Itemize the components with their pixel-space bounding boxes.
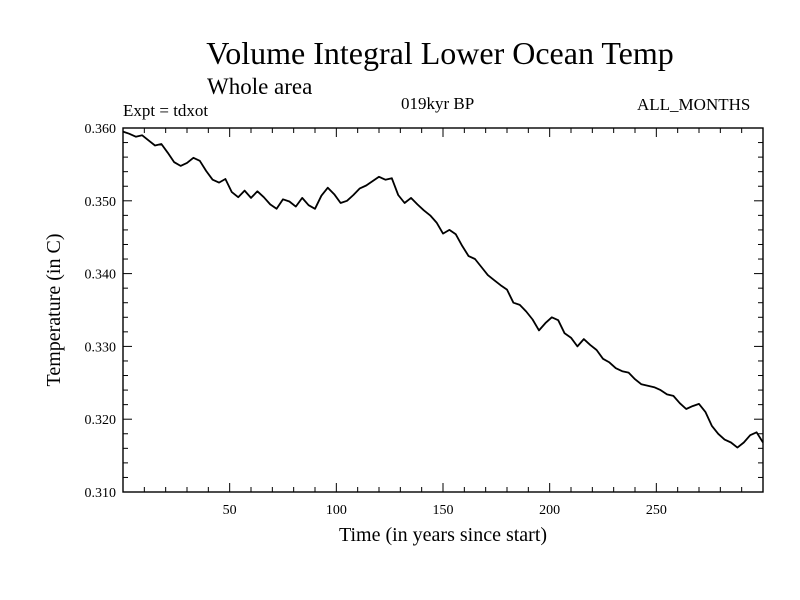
tick-labels: 50 100 150 200 250 0.310 0.320 0.330 0.340 0.350 0… xyxy=(85,122,667,518)
experiment-label: Expt = tdxot xyxy=(123,101,209,120)
y-tick-label: 0.330 xyxy=(85,340,117,355)
y-tick-label: 0.360 xyxy=(85,122,117,137)
x-tick-label: 200 xyxy=(539,503,560,518)
y-axis-label: Temperature (in C) xyxy=(43,234,65,387)
chart-title: Volume Integral Lower Ocean Temp xyxy=(206,35,674,71)
months-label: ALL_MONTHS xyxy=(637,95,751,114)
axis-ticks xyxy=(123,128,763,492)
y-tick-label: 0.350 xyxy=(85,195,117,210)
x-axis-label: Time (in years since start) xyxy=(339,524,547,546)
period-label: 019kyr BP xyxy=(401,94,475,113)
y-tick-label: 0.320 xyxy=(85,413,117,428)
y-tick-label: 0.340 xyxy=(85,268,117,283)
y-tick-label: 0.310 xyxy=(85,486,117,501)
x-tick-label: 250 xyxy=(646,503,667,518)
plot-frame xyxy=(122,127,764,493)
x-tick-label: 100 xyxy=(326,503,347,518)
chart-subtitle: Whole area xyxy=(207,74,313,99)
temperature-series-line xyxy=(122,130,764,449)
x-tick-label: 150 xyxy=(433,503,454,518)
x-tick-label: 50 xyxy=(223,503,237,518)
